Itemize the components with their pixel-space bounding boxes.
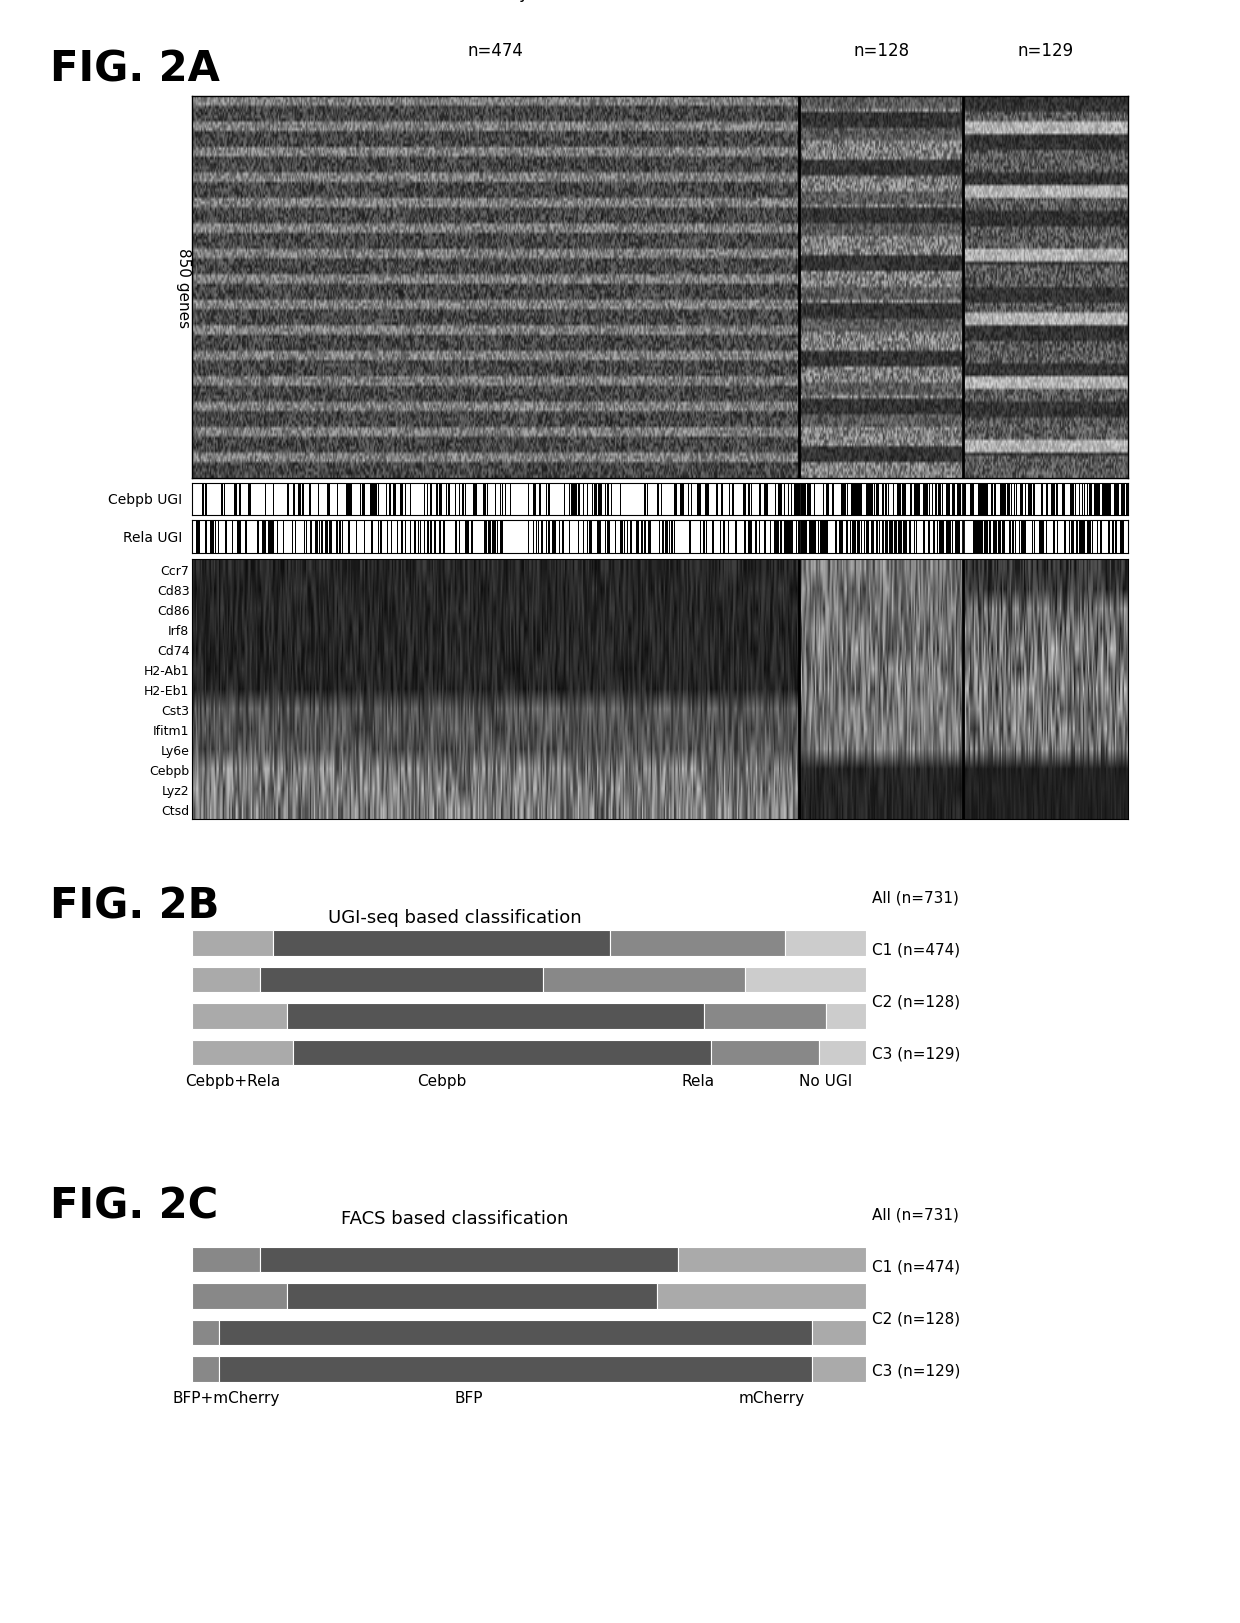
Text: Rela: Rela (681, 1073, 714, 1089)
Bar (704, 1003, 826, 1029)
Bar (192, 1003, 286, 1029)
Text: C2 (Immature DCs): C2 (Immature DCs) (801, 0, 961, 2)
Text: C3 (n=129): C3 (n=129) (873, 1047, 961, 1061)
Bar (820, 1040, 867, 1066)
Text: C1 (n=474): C1 (n=474) (873, 1259, 961, 1274)
Bar (192, 1246, 259, 1272)
Bar (219, 1319, 812, 1345)
Bar (543, 967, 745, 993)
Text: FACS based classification: FACS based classification (341, 1209, 568, 1227)
Bar (219, 1357, 812, 1383)
Bar (677, 1246, 867, 1272)
Text: FIG. 2C: FIG. 2C (50, 1185, 218, 1227)
Text: Cebpb: Cebpb (417, 1073, 466, 1089)
Text: All (n=731): All (n=731) (873, 1208, 960, 1222)
Text: C2 (n=128): C2 (n=128) (873, 995, 961, 1010)
Bar (192, 967, 259, 993)
Bar (826, 1003, 867, 1029)
Text: C3 (n=129): C3 (n=129) (873, 1363, 961, 1378)
Text: BFP: BFP (454, 1389, 482, 1406)
Text: BFP+mCherry: BFP+mCherry (172, 1389, 279, 1406)
Bar (286, 1284, 657, 1310)
Bar (286, 1003, 704, 1029)
Text: All (n=731): All (n=731) (873, 891, 960, 906)
Bar (745, 967, 867, 993)
Text: C1 (Monocytes): C1 (Monocytes) (430, 0, 560, 2)
Y-axis label: 850 genes: 850 genes (176, 248, 191, 328)
Bar (192, 930, 273, 956)
Text: Rela UGI: Rela UGI (123, 531, 182, 544)
Bar (192, 1319, 219, 1345)
Text: n=129: n=129 (1018, 42, 1074, 60)
Text: n=474: n=474 (467, 42, 523, 60)
Bar (610, 930, 785, 956)
Text: No UGI: No UGI (800, 1073, 852, 1089)
Bar (294, 1040, 712, 1066)
Bar (812, 1357, 867, 1383)
Bar (657, 1284, 867, 1310)
Text: Cebpb UGI: Cebpb UGI (108, 493, 182, 506)
Text: mCherry: mCherry (739, 1389, 805, 1406)
Bar (259, 967, 543, 993)
Bar (192, 1357, 219, 1383)
Bar (192, 1284, 286, 1310)
Text: C1 (n=474): C1 (n=474) (873, 943, 961, 958)
Bar (785, 930, 867, 956)
Text: C2 (n=128): C2 (n=128) (873, 1311, 961, 1326)
Bar (192, 1040, 294, 1066)
Text: FIG. 2B: FIG. 2B (50, 885, 219, 927)
Text: n=128: n=128 (853, 42, 909, 60)
Bar (273, 930, 610, 956)
Text: UGI-seq based classification: UGI-seq based classification (327, 909, 582, 927)
Text: FIG. 2A: FIG. 2A (50, 49, 219, 91)
Text: C3 (DCs): C3 (DCs) (1009, 0, 1083, 2)
Bar (712, 1040, 820, 1066)
Text: Cebpb+Rela: Cebpb+Rela (185, 1073, 280, 1089)
Bar (812, 1319, 867, 1345)
Bar (259, 1246, 677, 1272)
